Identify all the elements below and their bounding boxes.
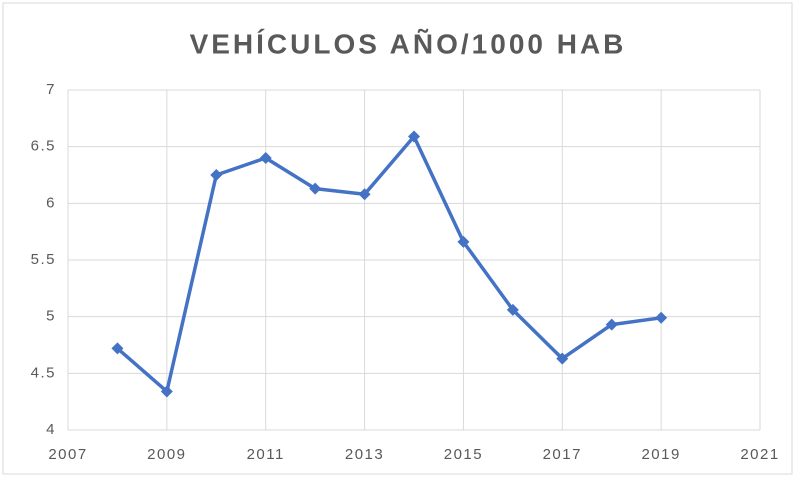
data-point — [556, 352, 569, 365]
y-tick-label: 6.5 — [31, 138, 56, 155]
data-point — [506, 303, 519, 316]
x-tick-label: 2021 — [740, 446, 779, 463]
data-point — [408, 130, 420, 143]
chart-title: VEHÍCULOS AÑO/1000 HAB — [190, 28, 627, 59]
data-point — [655, 311, 668, 324]
x-tick-label: 2015 — [444, 446, 483, 463]
x-tick-label: 2017 — [543, 446, 582, 463]
data-point — [457, 235, 470, 248]
y-tick-label: 7 — [46, 81, 56, 98]
data-point — [111, 342, 124, 355]
x-tick-label: 2011 — [247, 446, 285, 463]
data-point — [259, 152, 272, 164]
x-tick-label: 2007 — [48, 446, 87, 463]
data-point — [160, 385, 173, 398]
data-point — [605, 318, 618, 331]
y-tick-label: 5 — [46, 308, 56, 325]
y-tick-label: 6 — [46, 194, 56, 211]
data-line — [116, 134, 662, 394]
data-point — [210, 169, 223, 181]
data-point — [309, 182, 322, 195]
x-tick-label: 2013 — [345, 446, 384, 463]
x-tick-label: 2019 — [641, 446, 680, 463]
y-tick-label: 5.5 — [31, 251, 56, 268]
x-tick-label: 2009 — [147, 446, 186, 463]
y-tick-label: 4.5 — [31, 364, 56, 381]
data-point — [358, 188, 371, 201]
y-tick-label: 4 — [46, 421, 56, 438]
